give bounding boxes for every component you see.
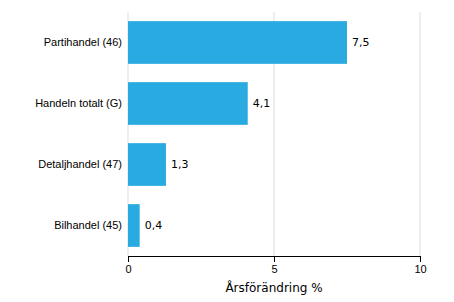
grid (128, 12, 420, 256)
x-tick-label: 5 (271, 263, 277, 275)
data-labels: 0,4 1,3 4,1 7,5 (145, 36, 370, 232)
bars (128, 21, 347, 247)
y-tick-label: Bilhandel (45) (54, 219, 122, 231)
x-tick: 0 (125, 256, 131, 275)
data-label: 4,1 (253, 97, 271, 110)
y-axis: Bilhandel (45) Detaljhandel (47) Handeln t… (35, 36, 122, 231)
y-tick: Bilhandel (45) (54, 219, 122, 231)
bar (128, 21, 347, 64)
y-tick: Handeln totalt (G) (35, 97, 122, 109)
data-label: 0,4 (145, 219, 163, 232)
x-tick: 10 (414, 256, 426, 275)
bar (128, 82, 248, 125)
y-tick-label: Handeln totalt (G) (35, 97, 122, 109)
x-tick-mark (274, 256, 275, 262)
y-tick: Partihandel (46) (44, 36, 122, 48)
y-tick-label: Detaljhandel (47) (38, 158, 122, 170)
bar (128, 204, 140, 247)
x-axis-line (129, 257, 421, 263)
data-label: 7,5 (352, 36, 370, 49)
plot: 0,4 1,3 4,1 7,5 0 5 10 Bilhandel (45) Detaljhand… (35, 12, 426, 275)
x-tick-label: 0 (125, 263, 131, 275)
x-tick-mark (128, 256, 129, 262)
chart: 0,4 1,3 4,1 7,5 0 5 10 Bilhandel (45) Detaljhand… (0, 0, 454, 302)
y-tick: Detaljhandel (47) (38, 158, 122, 170)
x-tick-label: 10 (414, 263, 426, 275)
bar (128, 143, 166, 186)
x-axis-title: Årsförändring % (225, 280, 322, 295)
x-axis: 0 5 10 (125, 256, 426, 275)
y-tick-label: Partihandel (46) (44, 36, 122, 48)
grid-line (420, 12, 421, 256)
data-label: 1,3 (171, 158, 189, 171)
x-tick-mark (420, 256, 421, 262)
x-tick: 5 (271, 256, 277, 275)
